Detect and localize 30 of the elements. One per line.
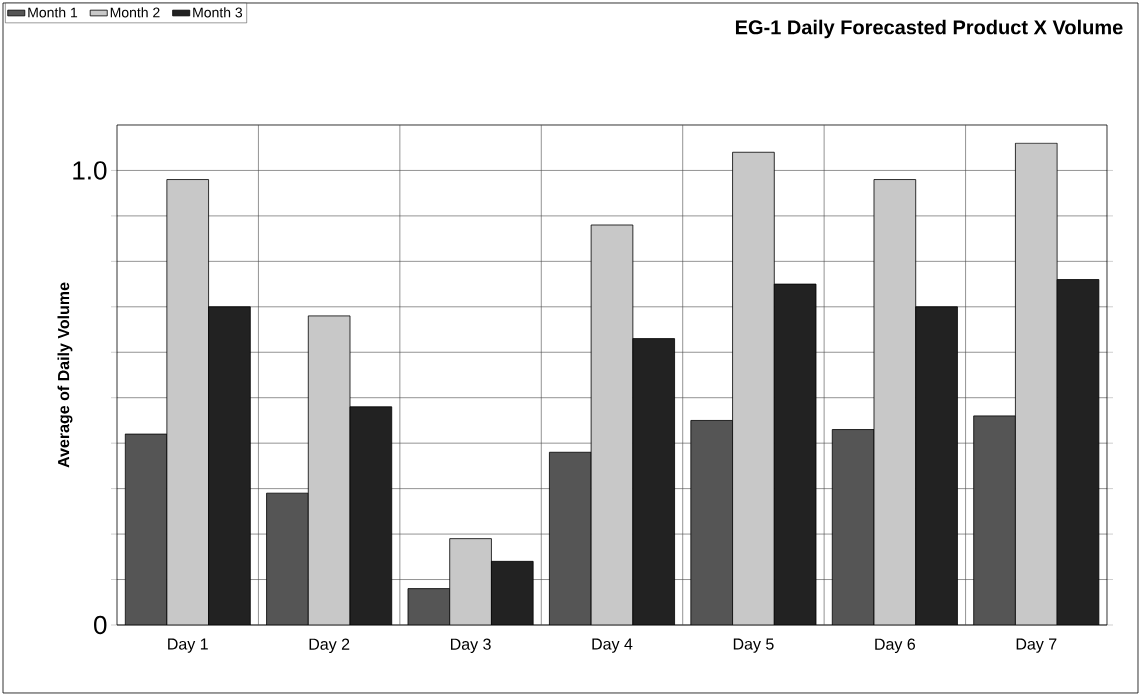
bar xyxy=(208,306,251,625)
legend-label: Month 3 xyxy=(193,7,243,18)
bar xyxy=(308,315,351,625)
legend-label: Month 2 xyxy=(110,7,160,18)
bar xyxy=(632,338,675,625)
bar xyxy=(449,538,492,625)
legend-label: Month 1 xyxy=(28,7,78,18)
x-tick-label: Day 1 xyxy=(168,638,208,653)
bar xyxy=(591,224,633,625)
bar xyxy=(1015,142,1058,625)
bar xyxy=(915,306,958,625)
bar xyxy=(350,406,392,625)
y-tick-label: 0 xyxy=(94,615,107,635)
bar xyxy=(1056,279,1100,625)
x-tick-label: Day 4 xyxy=(592,638,633,653)
bar xyxy=(491,561,534,625)
x-tick-label: Day 2 xyxy=(309,638,350,654)
bar xyxy=(774,284,817,625)
y-tick-label: 1.0 xyxy=(73,161,107,180)
y-axis-title: Average of Daily Volume xyxy=(57,282,73,468)
x-tick-label: Day 3 xyxy=(450,638,491,654)
bar xyxy=(873,179,916,625)
x-tick-label: Day 6 xyxy=(875,638,916,654)
bar xyxy=(732,152,775,625)
bar xyxy=(125,434,167,625)
bar xyxy=(166,179,209,625)
x-tick-label: Day 5 xyxy=(733,638,774,653)
bar xyxy=(408,588,450,625)
x-tick-label: Day 7 xyxy=(1016,638,1057,653)
chart-title: EG-1 Daily Forecasted Product X Volume xyxy=(735,19,1123,39)
